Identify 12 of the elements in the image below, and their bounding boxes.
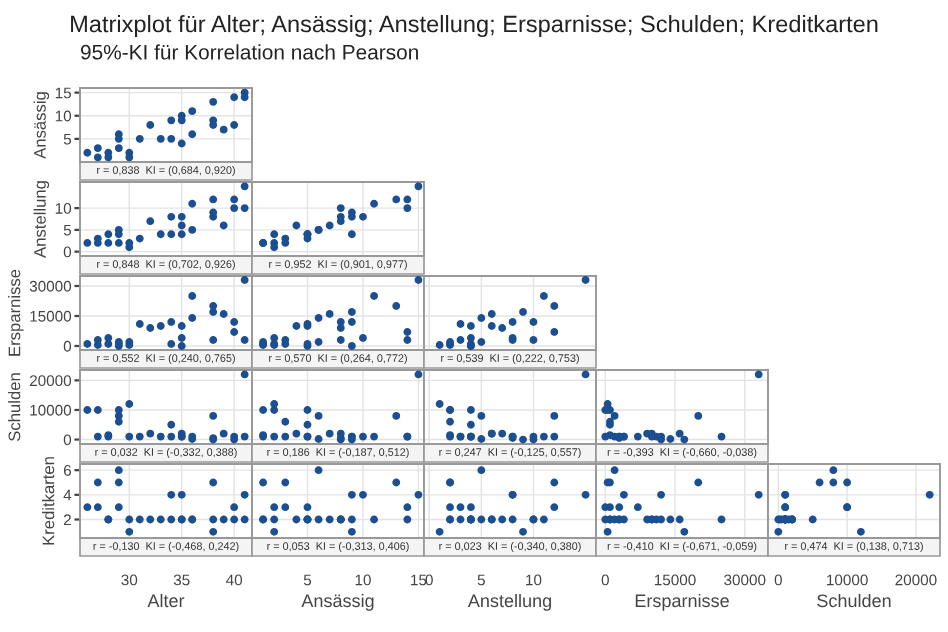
y-axis-title: Ansässig <box>33 92 50 159</box>
y-axis-title: Anstellung <box>33 181 50 258</box>
chart-subtitle: 95%-KI für Korrelation nach Pearson <box>80 44 418 60</box>
x-axis-title: Schulden <box>817 593 891 608</box>
x-axis-title: Ansässig <box>301 593 374 611</box>
x-axis-title: Anstellung <box>467 593 551 611</box>
y-axis-title: Ersparnisse <box>8 269 24 356</box>
x-axis-title: Alter <box>147 593 185 608</box>
y-axis-title: Schulden <box>8 373 21 441</box>
text: Matrixplot für Alter; Ansässig; Anstellung; Ersparnisse; Schulden; Kreditkarten <box>71 15 878 37</box>
x-axis-title: Ersparnisse <box>635 593 729 611</box>
y-axis-title: Kreditkarten <box>42 457 55 545</box>
